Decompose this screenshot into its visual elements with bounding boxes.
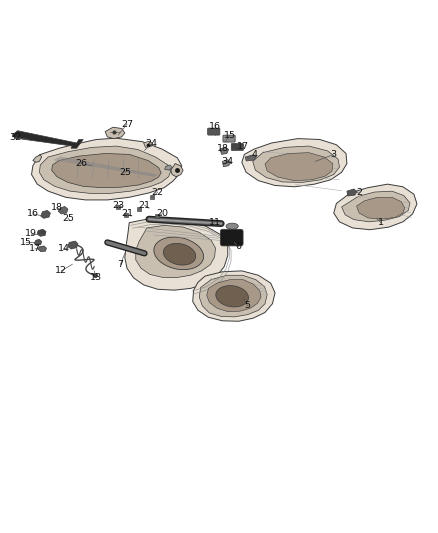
- Polygon shape: [223, 159, 231, 167]
- Polygon shape: [52, 154, 161, 188]
- Polygon shape: [242, 139, 347, 187]
- Polygon shape: [68, 241, 78, 249]
- Text: 27: 27: [121, 119, 133, 128]
- Text: 2: 2: [356, 188, 362, 197]
- Text: 25: 25: [119, 168, 131, 177]
- Text: 5: 5: [244, 302, 251, 310]
- Text: 15: 15: [20, 238, 32, 247]
- Polygon shape: [199, 275, 267, 317]
- Text: 4: 4: [251, 150, 257, 159]
- Text: 1: 1: [378, 218, 384, 227]
- FancyBboxPatch shape: [223, 135, 235, 142]
- Polygon shape: [12, 131, 83, 148]
- Text: 12: 12: [55, 266, 67, 276]
- Polygon shape: [207, 280, 261, 312]
- Polygon shape: [41, 211, 50, 219]
- FancyBboxPatch shape: [208, 128, 220, 135]
- Text: 22: 22: [152, 188, 164, 197]
- Polygon shape: [334, 184, 417, 230]
- Text: 34: 34: [222, 157, 234, 166]
- Polygon shape: [357, 197, 405, 219]
- Text: 13: 13: [90, 273, 102, 282]
- Polygon shape: [265, 152, 333, 181]
- Text: 21: 21: [121, 209, 133, 219]
- FancyBboxPatch shape: [231, 143, 244, 150]
- Polygon shape: [144, 141, 152, 147]
- Ellipse shape: [154, 237, 204, 270]
- Text: 20: 20: [156, 209, 168, 219]
- Polygon shape: [245, 155, 256, 161]
- Polygon shape: [342, 191, 410, 222]
- Polygon shape: [347, 189, 357, 196]
- Polygon shape: [33, 155, 42, 162]
- Text: 18: 18: [217, 144, 230, 153]
- Polygon shape: [171, 164, 183, 177]
- Text: 16: 16: [27, 209, 39, 219]
- Polygon shape: [39, 146, 171, 193]
- Text: 7: 7: [117, 260, 124, 269]
- Polygon shape: [136, 225, 215, 278]
- Polygon shape: [58, 206, 68, 214]
- Ellipse shape: [216, 286, 248, 307]
- Polygon shape: [37, 229, 46, 236]
- Text: 19: 19: [25, 229, 37, 238]
- Text: 21: 21: [138, 201, 151, 209]
- Text: 17: 17: [29, 245, 41, 254]
- Text: 23: 23: [112, 201, 124, 209]
- Polygon shape: [165, 165, 172, 170]
- Text: 3: 3: [330, 150, 336, 159]
- Text: 25: 25: [62, 214, 74, 223]
- Polygon shape: [125, 219, 228, 290]
- Polygon shape: [32, 138, 182, 200]
- Polygon shape: [105, 127, 125, 139]
- FancyBboxPatch shape: [220, 229, 243, 246]
- Ellipse shape: [163, 244, 196, 265]
- Polygon shape: [220, 147, 229, 155]
- Text: 6: 6: [236, 243, 242, 251]
- Polygon shape: [253, 146, 339, 182]
- Text: 24: 24: [145, 139, 157, 148]
- Text: 16: 16: [208, 122, 221, 131]
- Text: 17: 17: [237, 142, 249, 150]
- Polygon shape: [38, 246, 46, 252]
- Ellipse shape: [226, 223, 238, 229]
- Text: 26: 26: [75, 159, 87, 168]
- Polygon shape: [193, 271, 275, 321]
- Text: 15: 15: [224, 131, 236, 140]
- Polygon shape: [34, 239, 42, 246]
- Text: 14: 14: [57, 245, 70, 254]
- Text: 11: 11: [208, 218, 221, 227]
- Text: 18: 18: [51, 203, 63, 212]
- Text: 32: 32: [9, 133, 21, 142]
